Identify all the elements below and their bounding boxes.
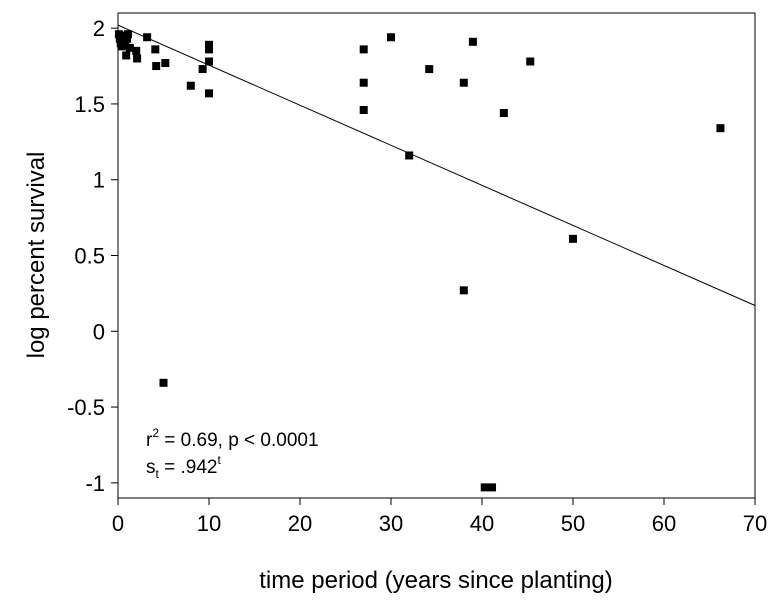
x-tick-label: 0	[112, 511, 124, 536]
data-point	[569, 234, 577, 243]
x-tick-label: 30	[379, 511, 403, 536]
data-point	[198, 65, 207, 74]
data-point	[152, 62, 161, 71]
y-tick-label: 0.5	[74, 244, 105, 269]
data-point	[205, 89, 213, 98]
x-tick-label: 70	[743, 511, 767, 536]
data-point	[205, 57, 213, 66]
data-point	[125, 43, 134, 52]
y-tick-label: 2	[93, 16, 105, 41]
data-point	[151, 45, 160, 54]
data-point	[123, 34, 132, 43]
y-axis-title: log percent survival	[23, 152, 50, 359]
y-axis: 2 1.5 1 0.5 0 -0.5 -1	[67, 16, 118, 496]
stats-annotation: r2 = 0.69, p < 0.0001 st = .942t	[146, 426, 319, 481]
y-tick-label: 1	[93, 168, 105, 193]
data-point	[526, 57, 535, 66]
x-tick-label: 10	[197, 511, 221, 536]
data-point	[459, 286, 468, 295]
data-point	[186, 81, 195, 90]
x-tick-label: 60	[652, 511, 676, 536]
data-point	[161, 59, 170, 68]
data-point	[143, 33, 152, 42]
x-tick-label: 20	[288, 511, 312, 536]
plot-frame	[117, 12, 756, 499]
data-point	[405, 151, 414, 160]
data-point	[205, 45, 213, 54]
data-point	[488, 483, 497, 492]
y-tick-label: -1	[85, 471, 105, 496]
regression-line	[117, 24, 756, 306]
data-point	[122, 51, 131, 60]
data-point	[359, 106, 368, 114]
data-points	[114, 30, 725, 492]
data-point	[387, 33, 395, 42]
data-point	[117, 42, 126, 51]
x-tick-label: 50	[561, 511, 585, 536]
data-point	[133, 54, 142, 63]
data-point	[359, 45, 368, 54]
survival-rate-text: st = .942t	[146, 453, 221, 481]
data-point	[468, 37, 477, 46]
x-tick-label: 40	[470, 511, 494, 536]
r-squared-text: r2 = 0.69, p < 0.0001	[146, 426, 319, 451]
data-point	[159, 378, 168, 387]
x-axis-title: time period (years since planting)	[259, 567, 613, 594]
data-point	[359, 78, 368, 87]
y-tick-label: 1.5	[74, 92, 105, 117]
y-tick-label: 0	[93, 319, 105, 344]
data-point	[132, 46, 141, 55]
data-point	[124, 30, 133, 39]
data-point	[459, 78, 468, 87]
y-tick-label: -0.5	[67, 395, 105, 420]
data-point	[205, 40, 213, 49]
data-point	[499, 109, 508, 118]
data-point	[716, 124, 725, 133]
data-point	[480, 483, 489, 492]
data-point	[425, 65, 434, 74]
x-axis: 0 10 20 30 40 50 60 70	[112, 498, 767, 536]
